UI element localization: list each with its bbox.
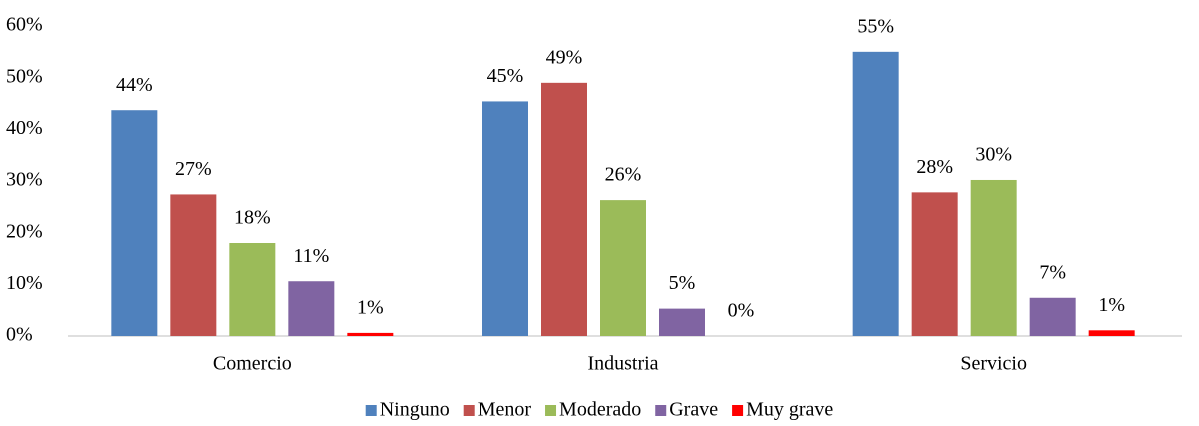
data-label: 30% <box>975 144 1012 166</box>
legend-swatch <box>545 405 557 416</box>
data-label: 5% <box>669 272 696 294</box>
y-tick-label: 40% <box>6 117 43 139</box>
legend-swatch <box>365 405 377 416</box>
legend-label: Grave <box>669 399 718 421</box>
bar <box>659 308 705 336</box>
data-label: 0% <box>728 300 755 322</box>
data-label: 55% <box>857 15 894 37</box>
bar <box>288 281 335 336</box>
data-label: 28% <box>916 156 953 178</box>
x-tick-label: Comercio <box>213 353 292 375</box>
bar <box>911 192 958 336</box>
x-tick-label: Industria <box>587 353 658 375</box>
bar <box>347 332 394 336</box>
y-tick-label: 30% <box>6 169 43 191</box>
data-label: 26% <box>605 164 642 186</box>
data-label: 49% <box>546 46 583 68</box>
bar <box>1088 330 1135 336</box>
y-tick-label: 0% <box>6 324 33 346</box>
legend-label: Ninguno <box>380 399 450 421</box>
y-tick-label: 50% <box>6 65 43 87</box>
legend-label: Menor <box>478 399 532 421</box>
bar <box>170 194 217 336</box>
legend-label: Moderado <box>559 399 641 421</box>
data-label: 27% <box>175 158 212 180</box>
bar <box>970 179 1017 336</box>
legend-swatch <box>463 405 475 416</box>
data-label: 1% <box>1098 294 1125 316</box>
x-tick-label: Servicio <box>960 353 1027 375</box>
legend-swatch <box>655 405 667 416</box>
data-label: 7% <box>1039 261 1066 283</box>
data-label: 45% <box>487 65 524 87</box>
bar <box>111 110 158 336</box>
bar <box>600 200 646 336</box>
legend-swatch <box>732 405 744 416</box>
y-tick-label: 60% <box>6 14 43 36</box>
bar <box>541 82 587 336</box>
data-label: 1% <box>357 296 384 318</box>
bar <box>229 243 276 336</box>
bar <box>1029 297 1076 336</box>
data-label: 44% <box>116 74 153 96</box>
legend-label: Muy grave <box>746 399 833 421</box>
data-label: 18% <box>234 207 271 229</box>
y-tick-label: 10% <box>6 272 43 294</box>
bar <box>852 51 899 336</box>
data-label: 11% <box>293 245 329 267</box>
y-tick-label: 20% <box>6 220 43 242</box>
bar <box>482 101 528 336</box>
